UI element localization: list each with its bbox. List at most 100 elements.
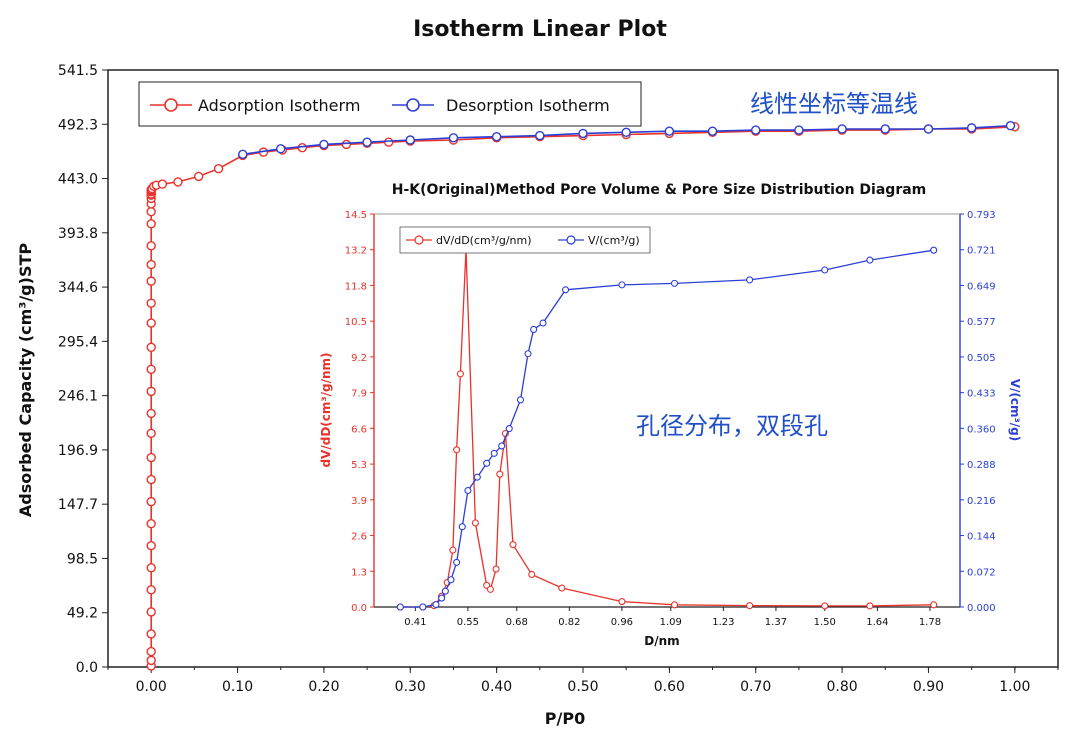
y-tick-label: 246.1 xyxy=(58,389,98,405)
x-tick-label: 0.80 xyxy=(827,679,858,695)
inset-data-point xyxy=(746,276,754,284)
inset-data-point xyxy=(473,473,481,481)
inset-data-point xyxy=(528,570,536,579)
inset-data-point xyxy=(866,256,874,264)
data-point xyxy=(1005,120,1016,131)
inset-right-tick-label: 0.000 xyxy=(967,603,996,614)
inset-left-tick-label: 10.5 xyxy=(345,317,367,328)
x-tick-label: 1.00 xyxy=(999,679,1030,695)
inset-data-point xyxy=(492,565,500,573)
data-point xyxy=(146,452,156,463)
inset-data-point xyxy=(458,523,466,531)
x-tick-label: 0.30 xyxy=(395,679,426,695)
data-point xyxy=(146,386,156,397)
inset-data-point xyxy=(516,396,525,404)
inset-left-tick-label: 7.9 xyxy=(351,389,367,400)
inset-left-tick-label: 13.2 xyxy=(345,246,367,257)
inset-data-point xyxy=(490,449,498,457)
inset-data-point xyxy=(670,601,679,609)
inset-left-tick-label: 6.6 xyxy=(351,424,367,435)
y-tick-label: 541.5 xyxy=(58,63,98,79)
data-point xyxy=(146,276,156,286)
x-tick-label: 0.40 xyxy=(481,679,512,695)
inset-data-point xyxy=(539,319,547,327)
data-point xyxy=(276,144,286,154)
inset-right-tick-label: 0.505 xyxy=(967,353,996,364)
data-point xyxy=(621,127,631,137)
inset-data-point xyxy=(530,325,538,334)
inset-data-point xyxy=(396,603,404,611)
y-tick-label: 443.0 xyxy=(58,172,98,188)
inset-legend-box xyxy=(399,226,651,254)
data-point xyxy=(146,585,156,595)
inset-title: H-K(Original)Method Pore Volume & Pore S… xyxy=(392,182,927,198)
inset-data-point xyxy=(930,601,938,609)
y-tick-label: 196.9 xyxy=(58,443,98,459)
inset-data-point xyxy=(471,519,479,527)
inset-x-tick-label: 1.78 xyxy=(919,617,941,628)
inset-right-axis-label: V/(cm³/g) xyxy=(1008,379,1022,441)
inset-x-tick-label: 1.23 xyxy=(712,617,734,628)
data-point xyxy=(923,124,934,134)
data-point xyxy=(837,124,847,134)
inset-data-point xyxy=(496,470,504,478)
data-point xyxy=(664,126,675,136)
data-point xyxy=(146,206,156,217)
data-point xyxy=(880,124,890,134)
inset-right-tick-label: 0.433 xyxy=(967,389,996,400)
inset-data-point xyxy=(483,459,491,467)
inset-x-tick-label: 0.82 xyxy=(558,617,580,628)
inset-x-tick-label: 0.55 xyxy=(457,617,479,628)
data-point xyxy=(751,125,761,135)
inset-x-tick-label: 0.41 xyxy=(404,617,426,628)
y-tick-label: 49.2 xyxy=(67,606,98,622)
inset-data-point xyxy=(464,486,472,495)
y-tick-label: 295.4 xyxy=(58,334,98,350)
inset-data-point xyxy=(486,585,494,593)
inset-data-point xyxy=(447,576,455,584)
inset-data-point xyxy=(562,286,570,294)
inset-legend: dV/dD(cm³/g/nm) V/(cm³/g) xyxy=(399,226,651,254)
inset-data-point xyxy=(746,602,754,610)
inset-data-point xyxy=(670,279,679,287)
data-point xyxy=(146,364,156,375)
data-point xyxy=(297,143,308,153)
inset-right-tick-label: 0.793 xyxy=(967,210,996,221)
inset-legend-label: V/(cm³/g) xyxy=(588,234,640,247)
data-point xyxy=(578,128,588,139)
inset-legend-label: dV/dD(cm³/g/nm) xyxy=(436,234,532,247)
data-point xyxy=(193,171,204,182)
inset-data-point xyxy=(453,558,461,566)
x-tick-label: 0.00 xyxy=(136,679,167,695)
data-point xyxy=(146,428,156,438)
data-point xyxy=(383,137,394,147)
inset-left-tick-label: 14.5 xyxy=(345,210,367,221)
inset-left-axis-label: dV/dD(cm³/g/nm) xyxy=(319,352,333,467)
data-point xyxy=(146,259,156,270)
x-tick-label: 0.10 xyxy=(222,679,253,695)
inset-left-tick-label: 5.3 xyxy=(351,460,367,471)
y-axis-label: Adsorbed Capacity (cm³/g)STP xyxy=(16,243,35,518)
data-point xyxy=(146,655,156,666)
data-point xyxy=(146,298,156,308)
x-tick-label: 0.50 xyxy=(567,679,598,695)
y-tick-label: 344.6 xyxy=(58,280,98,296)
y-tick-label: 0.0 xyxy=(76,660,98,676)
data-point xyxy=(535,130,545,141)
inset-x-tick-label: 1.64 xyxy=(866,617,888,628)
inset-data-point xyxy=(505,425,513,433)
y-tick-label: 147.7 xyxy=(58,497,98,513)
inset-right-tick-label: 0.144 xyxy=(967,532,996,543)
inset-left-tick-label: 1.3 xyxy=(351,567,367,578)
legend-swatch-marker xyxy=(406,98,420,112)
inset-data-point xyxy=(449,546,457,554)
inset-data-point xyxy=(618,598,626,606)
data-point xyxy=(491,132,502,142)
annotation-linear-isotherm: 线性坐标等温线 xyxy=(750,90,918,118)
data-point xyxy=(362,137,372,147)
data-point xyxy=(146,219,156,229)
data-point xyxy=(146,342,156,352)
data-point xyxy=(213,163,224,174)
inset-data-point xyxy=(821,602,829,610)
inset-x-tick-label: 1.37 xyxy=(765,617,787,628)
